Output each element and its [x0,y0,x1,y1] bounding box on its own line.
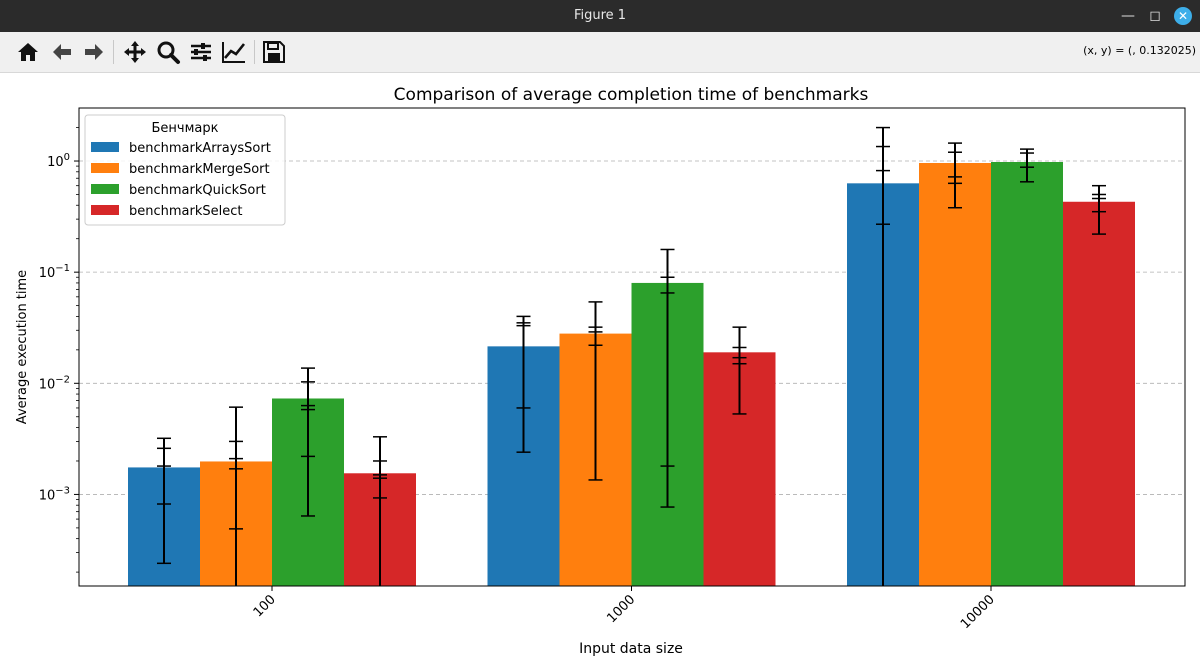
bar [1063,201,1135,586]
y-tick-label: 10−3 [39,485,70,503]
legend-box [84,114,286,226]
legend-swatch [91,184,119,194]
legend-label: benchmarkArraysSort [129,141,271,156]
legend-label: benchmarkQuickSort [129,183,266,198]
minimize-icon[interactable]: — [1121,8,1135,24]
toolbar: (x, y) = (, 0.132025) [0,32,1200,73]
bar [991,162,1063,586]
plot-frame [78,107,1186,587]
legend-title: Бенчмарк [152,121,219,136]
x-tick-label: 1000 [604,592,638,626]
zoom-icon[interactable] [154,38,182,66]
window-title: Figure 1 [573,8,627,23]
error-bars [157,126,1106,586]
pan-icon[interactable] [121,38,149,66]
bar [919,162,991,586]
x-tick-label: 10000 [958,592,998,632]
x-tick-label: 100 [251,592,279,620]
legend-swatch [91,163,119,173]
legend: Бенчмарк benchmarkArraysSort benchmarkMer… [84,114,286,226]
legend-label: benchmarkSelect [129,204,242,219]
back-icon[interactable] [48,38,76,66]
x-axis-label: Input data size [579,641,683,657]
legend-swatch [91,142,119,152]
chart-title: Comparison of average completion time of… [394,85,869,105]
bars [128,162,1135,586]
x-axis: 100 1000 10000 [251,586,998,632]
toolbar-separator [254,40,255,64]
window-titlebar: Figure 1 — ◻ ✕ [0,0,1200,32]
y-axis-label: Average execution time [15,270,30,424]
save-icon[interactable] [260,38,288,66]
chart: Comparison of average completion time of… [15,85,1186,657]
y-axis: 10−3 10−2 10−1 100 [39,127,79,573]
close-icon[interactable]: ✕ [1174,7,1192,25]
y-tick-label: 100 [47,152,70,170]
home-icon[interactable] [14,38,42,66]
legend-swatch [91,205,119,215]
y-tick-label: 10−1 [39,263,70,281]
subplots-icon[interactable] [187,38,215,66]
customize-icon[interactable] [220,38,248,66]
toolbar-separator [113,40,114,64]
maximize-icon[interactable]: ◻ [1149,8,1161,24]
y-tick-label: 10−2 [39,374,70,392]
legend-label: benchmarkMergeSort [129,162,270,177]
cursor-coordinates: (x, y) = (, 0.132025) [1083,44,1196,57]
forward-icon[interactable] [80,38,108,66]
